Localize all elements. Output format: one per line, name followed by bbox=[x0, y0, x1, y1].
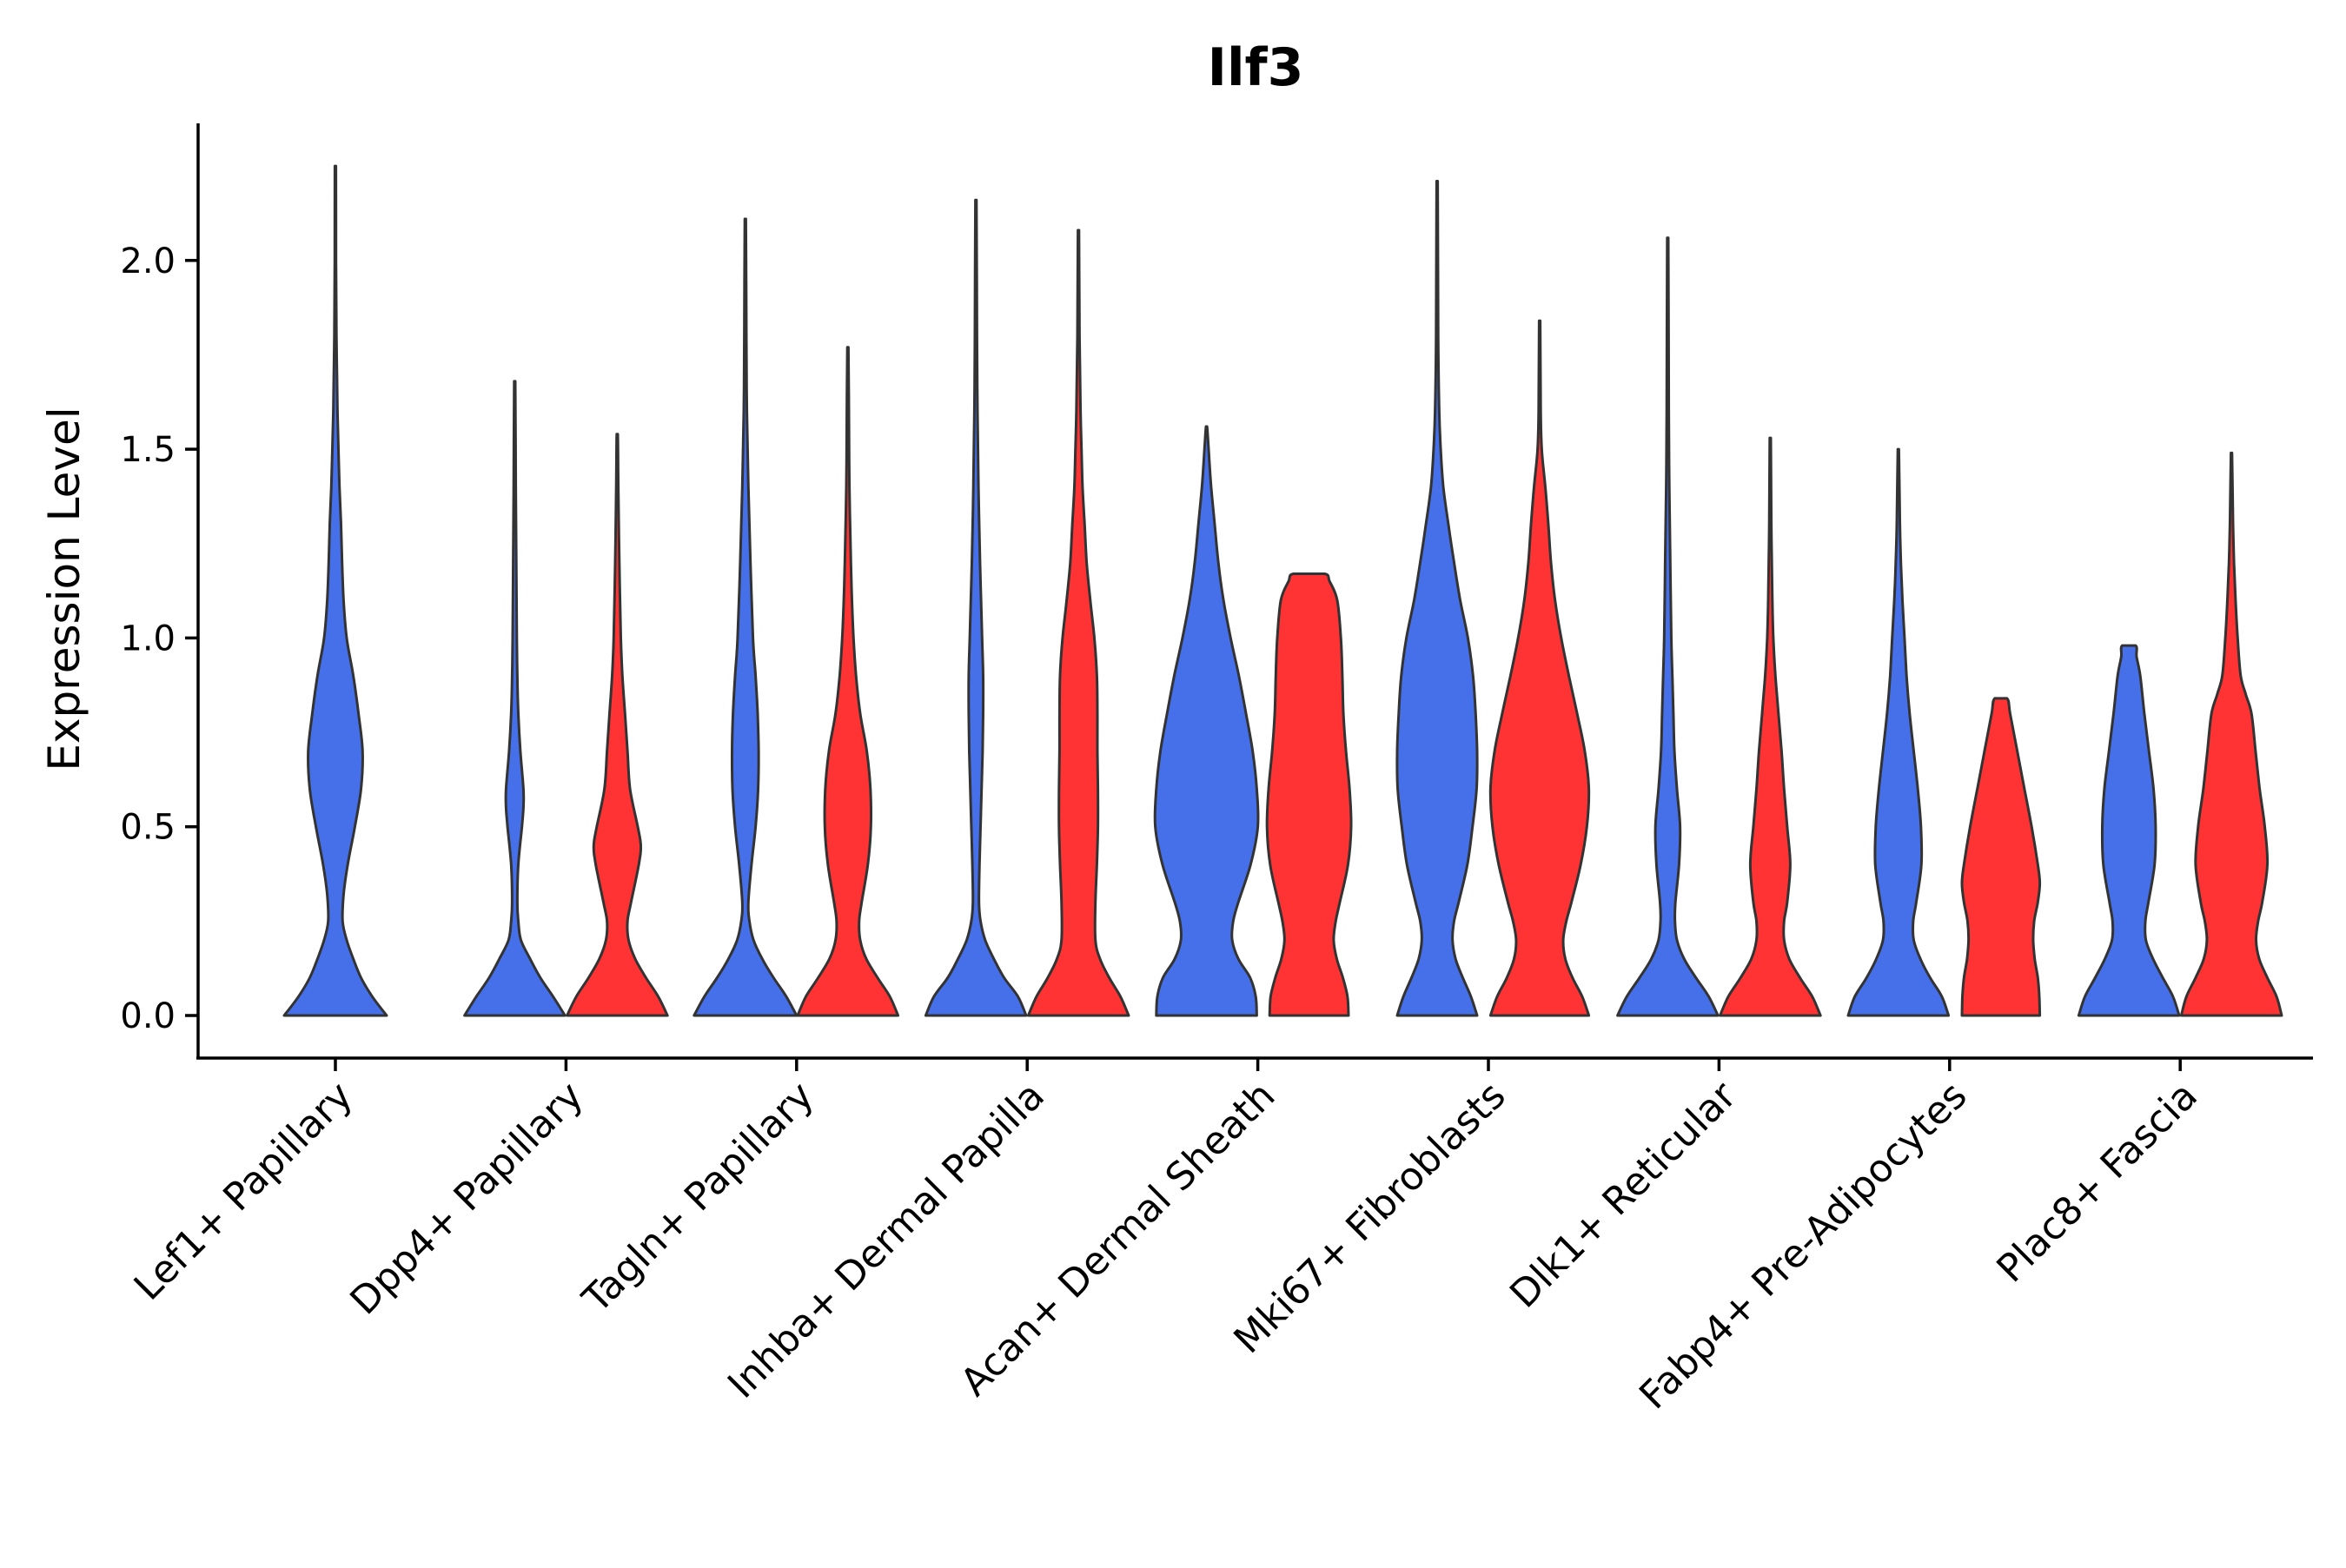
violin-blue bbox=[1616, 236, 1720, 1017]
violin-blue bbox=[1395, 180, 1479, 1017]
x-tick-label: Tagln+ Papillary bbox=[573, 1074, 822, 1322]
violin-blue bbox=[282, 164, 388, 1017]
violin-red bbox=[566, 433, 669, 1017]
y-tick-label: 0.5 bbox=[120, 808, 176, 848]
x-tick-label: Dpp4+ Papillary bbox=[342, 1074, 593, 1324]
y-tick-label: 1.5 bbox=[120, 430, 176, 470]
y-tick-label: 2.0 bbox=[120, 241, 176, 281]
y-tick-label: 0.0 bbox=[120, 996, 176, 1036]
x-tick-label: Dlk1+ Reticular bbox=[1501, 1073, 1746, 1317]
violin-red bbox=[1960, 697, 2042, 1017]
violin-red bbox=[1488, 319, 1591, 1017]
violin-red bbox=[796, 346, 900, 1017]
violin-blue bbox=[924, 198, 1028, 1017]
violin-blue bbox=[1846, 447, 1951, 1017]
chart-title: Ilf3 bbox=[1208, 37, 1304, 98]
violin-red bbox=[1265, 572, 1353, 1017]
violin-blue bbox=[2077, 644, 2181, 1017]
violin-red bbox=[2179, 451, 2283, 1017]
y-ticks-layer: 0.0 0.5 1.0 1.5 2.0 bbox=[120, 241, 198, 1036]
y-axis-label: Expression Level bbox=[39, 407, 89, 771]
violin-blue bbox=[693, 217, 799, 1017]
violin-blue bbox=[1153, 425, 1260, 1017]
violin-red bbox=[1719, 436, 1822, 1017]
x-tick-label: Plac8+ Fascia bbox=[1988, 1074, 2206, 1292]
violin-red bbox=[1026, 228, 1130, 1017]
violin-blue bbox=[463, 380, 567, 1017]
y-tick-label: 1.0 bbox=[120, 619, 176, 658]
violins-layer bbox=[282, 164, 2283, 1017]
x-tick-label: Lef1+ Papillary bbox=[126, 1074, 361, 1309]
